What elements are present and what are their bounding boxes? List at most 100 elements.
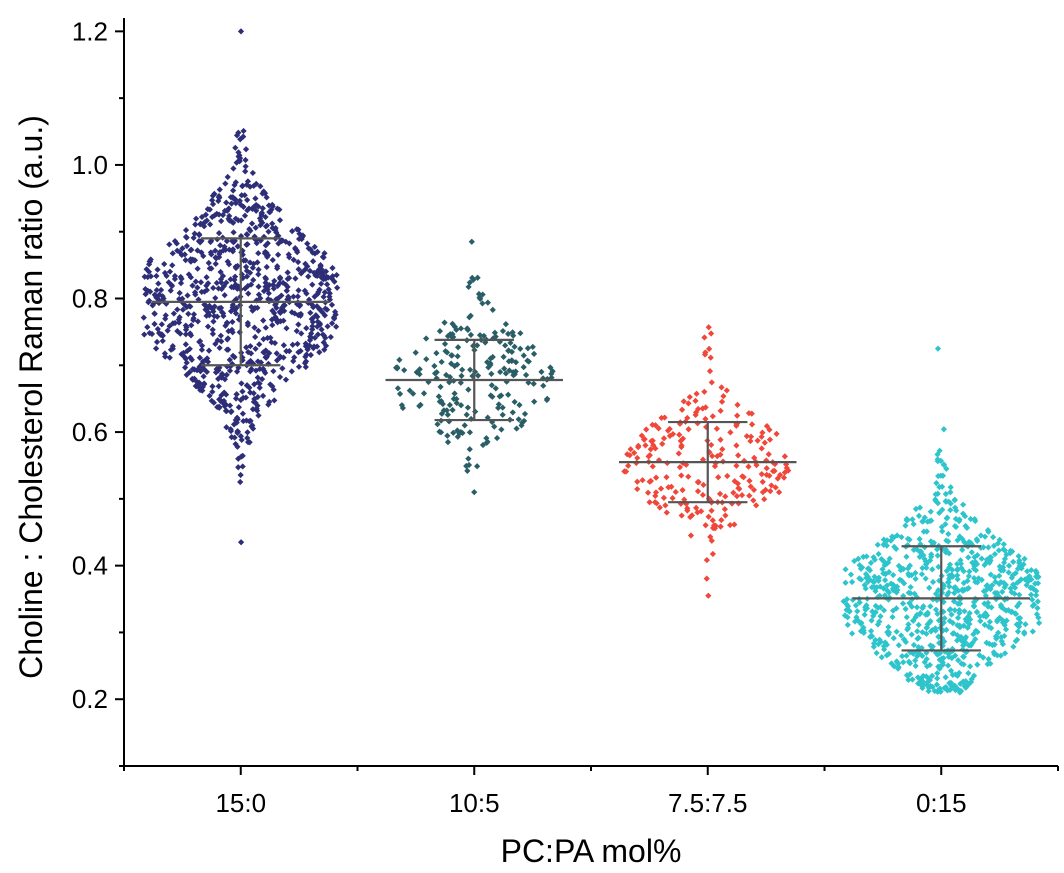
data-point xyxy=(316,321,324,328)
data-point xyxy=(1005,607,1012,614)
data-point xyxy=(902,638,909,646)
data-point xyxy=(1005,562,1013,569)
data-point xyxy=(970,602,978,609)
data-point xyxy=(900,565,907,573)
data-point xyxy=(854,608,861,615)
data-point xyxy=(192,278,199,285)
data-point xyxy=(898,632,905,639)
data-point xyxy=(707,533,714,540)
data-point xyxy=(991,589,999,597)
data-point xyxy=(706,497,714,505)
data-point xyxy=(269,281,277,288)
data-point xyxy=(251,324,258,331)
data-point xyxy=(183,371,190,379)
data-point xyxy=(502,342,509,349)
data-point xyxy=(944,662,952,669)
data-point xyxy=(970,631,977,638)
data-point xyxy=(221,207,228,214)
data-point xyxy=(1008,608,1015,615)
data-point xyxy=(910,641,918,649)
data-point xyxy=(263,194,270,201)
data-point xyxy=(717,523,724,530)
data-point xyxy=(306,337,314,344)
data-point xyxy=(250,305,258,312)
data-point xyxy=(1001,584,1008,591)
data-point xyxy=(210,399,217,406)
data-point xyxy=(525,358,532,365)
data-point xyxy=(942,674,949,681)
data-point xyxy=(304,346,311,353)
data-point xyxy=(219,370,226,377)
data-point xyxy=(960,641,967,648)
data-point xyxy=(505,330,512,337)
data-point xyxy=(305,273,312,280)
data-point xyxy=(159,337,166,345)
data-point xyxy=(331,315,338,322)
data-point xyxy=(912,575,919,582)
data-point xyxy=(254,304,261,311)
data-point xyxy=(650,442,657,449)
data-point xyxy=(718,384,725,391)
data-point xyxy=(946,617,953,625)
data-point xyxy=(454,427,461,434)
data-point xyxy=(702,404,709,411)
data-point xyxy=(982,592,989,599)
data-point xyxy=(269,224,276,232)
data-point xyxy=(1003,617,1010,624)
data-point xyxy=(903,672,911,679)
data-point xyxy=(912,657,919,664)
data-point xyxy=(191,230,198,237)
data-point xyxy=(244,439,252,446)
data-point xyxy=(978,555,985,562)
data-point xyxy=(922,611,929,618)
data-point xyxy=(271,339,279,347)
data-point xyxy=(942,521,949,528)
data-point xyxy=(881,540,888,547)
data-point xyxy=(1016,562,1023,569)
data-point xyxy=(273,317,280,324)
data-point xyxy=(201,381,208,388)
data-point xyxy=(711,522,718,529)
data-point xyxy=(275,251,282,258)
data-point xyxy=(476,332,484,339)
data-point xyxy=(499,327,507,335)
data-point xyxy=(290,358,297,365)
data-point xyxy=(200,365,208,373)
data-point xyxy=(882,639,889,646)
data-point xyxy=(322,275,329,282)
data-point xyxy=(707,354,714,361)
data-point xyxy=(880,607,888,614)
data-point xyxy=(677,437,684,444)
data-point xyxy=(981,561,988,569)
data-point xyxy=(983,582,990,589)
data-point xyxy=(705,513,712,520)
data-point xyxy=(888,533,896,540)
data-point xyxy=(241,212,249,219)
data-point xyxy=(487,360,494,367)
data-point xyxy=(269,383,276,390)
data-point xyxy=(870,643,877,650)
data-point xyxy=(185,310,192,317)
data-point xyxy=(709,550,716,558)
data-point xyxy=(169,250,176,257)
data-point xyxy=(502,321,509,328)
data-point xyxy=(509,409,516,416)
data-point xyxy=(706,345,713,352)
data-point xyxy=(199,358,207,365)
data-point xyxy=(301,359,309,367)
data-point xyxy=(197,279,205,286)
data-point xyxy=(218,217,225,225)
data-point xyxy=(230,187,237,194)
data-point xyxy=(225,328,232,335)
data-point xyxy=(844,621,851,628)
data-point xyxy=(232,395,240,402)
data-point xyxy=(289,228,296,235)
data-point xyxy=(952,515,959,522)
data-point xyxy=(184,292,191,299)
data-point xyxy=(231,181,238,189)
data-point xyxy=(241,192,248,199)
data-point xyxy=(679,435,687,442)
data-point xyxy=(530,380,537,387)
data-point xyxy=(933,479,940,487)
data-point xyxy=(480,332,487,340)
